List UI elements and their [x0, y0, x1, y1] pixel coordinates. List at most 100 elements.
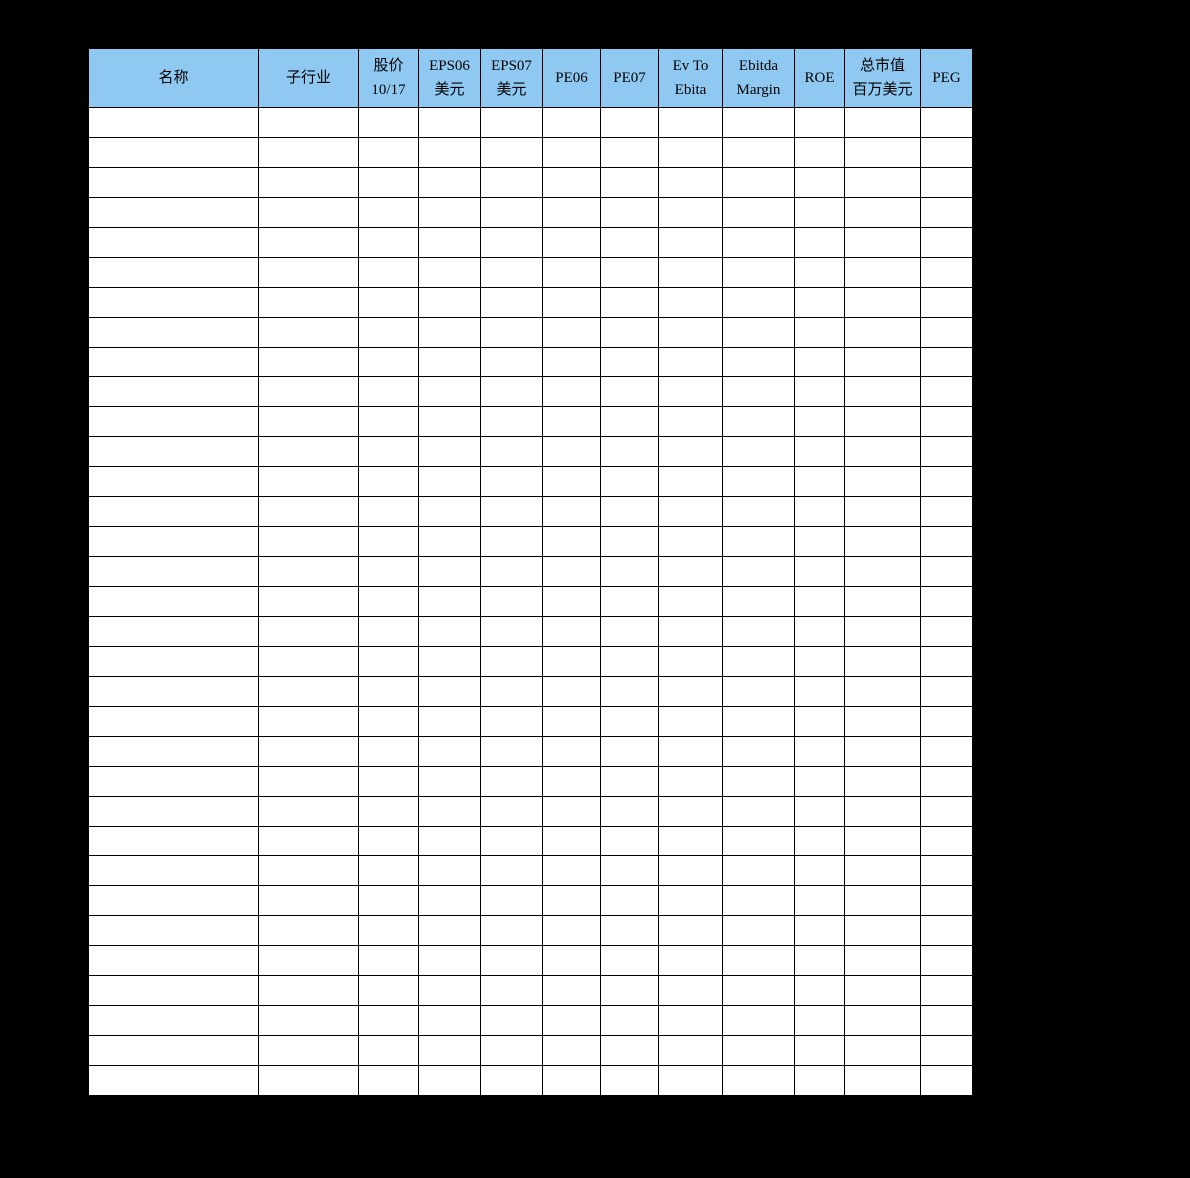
table-row — [89, 1036, 973, 1066]
table-cell — [921, 976, 973, 1006]
table-cell — [723, 347, 795, 377]
table-cell — [481, 167, 543, 197]
table-cell — [659, 766, 723, 796]
table-row — [89, 377, 973, 407]
table-row — [89, 167, 973, 197]
table-cell — [659, 826, 723, 856]
table-cell — [359, 976, 419, 1006]
table-cell — [89, 137, 259, 167]
table-cell — [543, 646, 601, 676]
table-cell — [795, 137, 845, 167]
table-cell — [723, 916, 795, 946]
table-cell — [795, 736, 845, 766]
table-cell — [723, 257, 795, 287]
table-cell — [601, 766, 659, 796]
col-header-line1: 子行业 — [259, 66, 358, 90]
table-cell — [845, 467, 921, 497]
table-cell — [659, 347, 723, 377]
table-cell — [419, 557, 481, 587]
table-cell — [419, 886, 481, 916]
table-cell — [795, 407, 845, 437]
table-row — [89, 317, 973, 347]
table-cell — [259, 976, 359, 1006]
table-cell — [601, 796, 659, 826]
table-cell — [543, 1066, 601, 1096]
table-cell — [845, 976, 921, 1006]
table-cell — [601, 167, 659, 197]
table-cell — [89, 557, 259, 587]
table-cell — [723, 587, 795, 617]
table-cell — [481, 347, 543, 377]
table-cell — [419, 527, 481, 557]
table-cell — [921, 287, 973, 317]
table-cell — [543, 1006, 601, 1036]
table-cell — [723, 527, 795, 557]
table-cell — [921, 1066, 973, 1096]
table-cell — [259, 167, 359, 197]
table-cell — [795, 616, 845, 646]
table-cell — [481, 946, 543, 976]
table-row — [89, 257, 973, 287]
table-cell — [543, 916, 601, 946]
table-cell — [601, 946, 659, 976]
table-row — [89, 467, 973, 497]
table-cell — [723, 856, 795, 886]
table-cell — [921, 796, 973, 826]
col-header-line1: PE07 — [601, 66, 658, 90]
table-cell — [659, 1006, 723, 1036]
table-cell — [601, 826, 659, 856]
table-cell — [601, 1036, 659, 1066]
table-cell — [723, 407, 795, 437]
table-cell — [601, 976, 659, 1006]
table-row — [89, 766, 973, 796]
table-cell — [481, 886, 543, 916]
table-cell — [659, 437, 723, 467]
table-cell — [543, 736, 601, 766]
table-row — [89, 437, 973, 467]
table-cell — [419, 676, 481, 706]
table-cell — [481, 257, 543, 287]
table-cell — [543, 886, 601, 916]
table-cell — [845, 886, 921, 916]
table-cell — [601, 557, 659, 587]
table-cell — [601, 257, 659, 287]
table-cell — [359, 497, 419, 527]
table-cell — [419, 467, 481, 497]
table-cell — [921, 227, 973, 257]
table-cell — [845, 197, 921, 227]
table-cell — [543, 467, 601, 497]
table-cell — [89, 1066, 259, 1096]
table-cell — [795, 527, 845, 557]
table-cell — [921, 766, 973, 796]
table-cell — [845, 616, 921, 646]
table-cell — [845, 317, 921, 347]
table-cell — [795, 257, 845, 287]
table-cell — [845, 347, 921, 377]
table-cell — [921, 736, 973, 766]
table-cell — [359, 676, 419, 706]
table-cell — [795, 108, 845, 138]
table-cell — [601, 676, 659, 706]
table-cell — [481, 616, 543, 646]
table-cell — [481, 1036, 543, 1066]
table-cell — [795, 197, 845, 227]
table-cell — [921, 1006, 973, 1036]
table-cell — [659, 856, 723, 886]
col-header-4: EPS07美元 — [481, 49, 543, 108]
table-cell — [481, 317, 543, 347]
table-cell — [659, 527, 723, 557]
table-cell — [921, 257, 973, 287]
table-cell — [259, 527, 359, 557]
table-cell — [723, 886, 795, 916]
table-cell — [795, 467, 845, 497]
table-cell — [259, 287, 359, 317]
table-cell — [481, 497, 543, 527]
table-cell — [419, 646, 481, 676]
table-row — [89, 736, 973, 766]
table-row — [89, 946, 973, 976]
table-cell — [419, 317, 481, 347]
table-cell — [795, 676, 845, 706]
table-cell — [723, 197, 795, 227]
table-cell — [259, 557, 359, 587]
table-cell — [795, 916, 845, 946]
